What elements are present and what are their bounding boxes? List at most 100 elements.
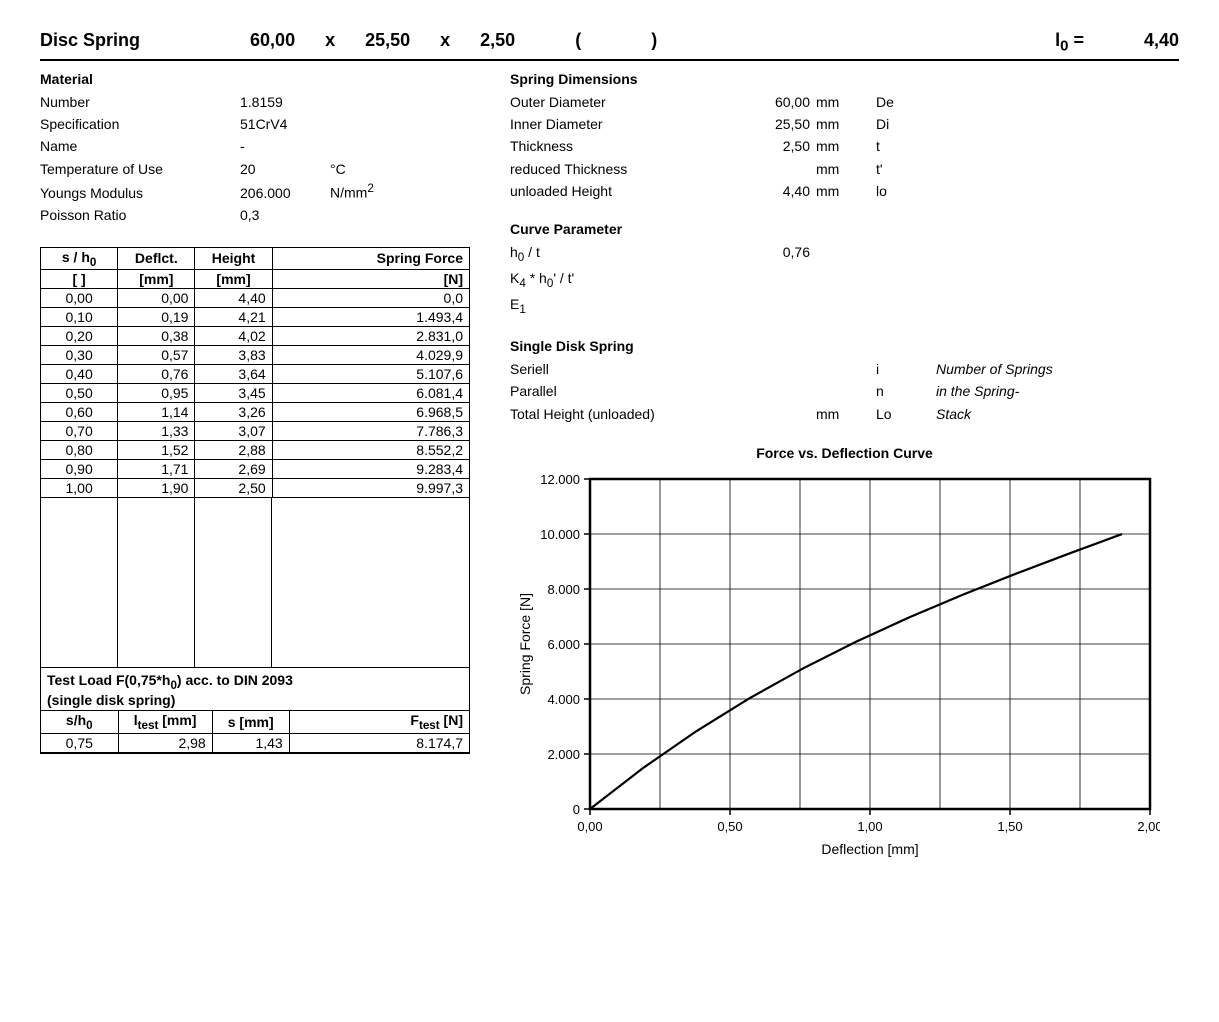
table-cell: 2,88 <box>195 441 272 460</box>
table-cell: 4,21 <box>195 308 272 327</box>
sd-label: Total Height (unloaded) <box>510 403 740 425</box>
table-cell: 0,90 <box>41 460 118 479</box>
table-cell: 0,19 <box>118 308 195 327</box>
sep-x1: x <box>325 30 335 51</box>
sd-note: Number of Springs <box>936 358 1053 380</box>
dim-label: Inner Diameter <box>510 113 740 135</box>
dim-symbol: t' <box>876 158 936 180</box>
svg-text:1,00: 1,00 <box>857 819 882 834</box>
section-spring-dims: Spring Dimensions <box>510 71 1179 87</box>
sd-note: Stack <box>936 403 971 425</box>
sd-note: in the Spring- <box>936 380 1019 402</box>
curve-param-label: K4 * h0' / t' <box>510 267 740 293</box>
sd-symbol: i <box>876 358 936 380</box>
dim-unit: mm <box>816 113 876 135</box>
table-cell: 0,10 <box>41 308 118 327</box>
chart-title: Force vs. Deflection Curve <box>510 445 1179 461</box>
dim-label: unloaded Height <box>510 180 740 202</box>
dim-unit: mm <box>816 91 876 113</box>
table-row: 0,601,143,266.968,5 <box>41 403 470 422</box>
test-table-cell: 0,75 <box>41 733 118 752</box>
curve-param-label: E1 <box>510 293 740 319</box>
spring-dim-row: unloaded Height4,40mmlo <box>510 180 1179 202</box>
dim-di: 25,50 <box>365 30 410 51</box>
curve-param-list: h0 / t0,76K4 * h0' / t'E1 <box>510 241 1179 320</box>
material-row: Number1.8159 <box>40 91 470 113</box>
table-row: 0,100,194,211.493,4 <box>41 308 470 327</box>
table-cell: 7.786,3 <box>272 422 469 441</box>
material-label: Poisson Ratio <box>40 204 240 226</box>
curve-param-value: 0,76 <box>740 241 810 263</box>
material-row: Youngs Modulus206.000N/mm2 <box>40 180 470 204</box>
svg-text:2,00: 2,00 <box>1137 819 1160 834</box>
empty-table-area <box>40 498 470 668</box>
material-value: 0,3 <box>240 204 330 226</box>
sd-symbol: n <box>876 380 936 402</box>
material-label: Temperature of Use <box>40 158 240 180</box>
sd-unit: mm <box>816 403 876 425</box>
table-cell: 0,57 <box>118 346 195 365</box>
dim-symbol: t <box>876 135 936 157</box>
table-cell: 0,76 <box>118 365 195 384</box>
table-cell: 6.968,5 <box>272 403 469 422</box>
section-material: Material <box>40 71 470 87</box>
material-value: 51CrV4 <box>240 113 330 135</box>
table-cell: 0,00 <box>41 289 118 308</box>
test-table-header: Ftest [N] <box>289 711 469 734</box>
dim-symbol: De <box>876 91 936 113</box>
table-cell: 8.552,2 <box>272 441 469 460</box>
sep-x2: x <box>440 30 450 51</box>
dim-label: reduced Thickness <box>510 158 740 180</box>
material-unit: N/mm2 <box>330 180 410 204</box>
material-label: Specification <box>40 113 240 135</box>
curve-param-row: h0 / t0,76 <box>510 241 1179 267</box>
table-row: 0,400,763,645.107,6 <box>41 365 470 384</box>
sd-symbol: Lo <box>876 403 936 425</box>
table-cell: 1,90 <box>118 479 195 498</box>
table-cell: 3,83 <box>195 346 272 365</box>
dim-symbol: Di <box>876 113 936 135</box>
paren-open: ( <box>575 30 581 51</box>
test-table-header: ltest [mm] <box>118 711 212 734</box>
table-cell: 1,71 <box>118 460 195 479</box>
material-value: 1.8159 <box>240 91 330 113</box>
deflection-table: s / h0Deflct.HeightSpring Force [ ][mm][… <box>40 247 470 499</box>
table-cell: 2.831,0 <box>272 327 469 346</box>
dim-label: Outer Diameter <box>510 91 740 113</box>
l0-label: l0 = <box>1055 30 1084 55</box>
svg-text:Spring Force [N]: Spring Force [N] <box>517 593 533 695</box>
curve-param-label: h0 / t <box>510 241 740 267</box>
table-cell: 9.283,4 <box>272 460 469 479</box>
table-cell: 1,00 <box>41 479 118 498</box>
single-disk-list: SerielliNumber of SpringsParallelnin the… <box>510 358 1179 425</box>
test-table-cell: 1,43 <box>212 733 289 752</box>
dim-value: 4,40 <box>740 180 810 202</box>
table-header-unit: [mm] <box>118 270 195 289</box>
material-row: Temperature of Use20°C <box>40 158 470 180</box>
dim-unit: mm <box>816 135 876 157</box>
table-cell: 1.493,4 <box>272 308 469 327</box>
single-disk-row: SerielliNumber of Springs <box>510 358 1179 380</box>
table-header: Height <box>195 247 272 270</box>
test-table-header: s/h0 <box>41 711 118 734</box>
table-cell: 0,38 <box>118 327 195 346</box>
table-row: 0,300,573,834.029,9 <box>41 346 470 365</box>
material-value: 20 <box>240 158 330 180</box>
table-cell: 0,95 <box>118 384 195 403</box>
table-row: 0,200,384,022.831,0 <box>41 327 470 346</box>
material-unit: °C <box>330 158 410 180</box>
table-row: 0,801,522,888.552,2 <box>41 441 470 460</box>
svg-text:8.000: 8.000 <box>547 582 580 597</box>
dim-value: 60,00 <box>740 91 810 113</box>
material-value: 206.000 <box>240 182 330 204</box>
svg-text:0: 0 <box>573 802 580 817</box>
spring-dim-row: reduced Thickness mmt' <box>510 158 1179 180</box>
dim-unit: mm <box>816 158 876 180</box>
material-list: Number1.8159Specification51CrV4Name-Temp… <box>40 91 470 227</box>
svg-text:2.000: 2.000 <box>547 747 580 762</box>
table-cell: 0,60 <box>41 403 118 422</box>
title-bar: Disc Spring 60,00 x 25,50 x 2,50 ( ) l0 … <box>40 30 1179 61</box>
test-load-section: Test Load F(0,75*h0) acc. to DIN 2093 (s… <box>40 668 470 754</box>
material-row: Poisson Ratio0,3 <box>40 204 470 226</box>
paren-close: ) <box>651 30 657 51</box>
